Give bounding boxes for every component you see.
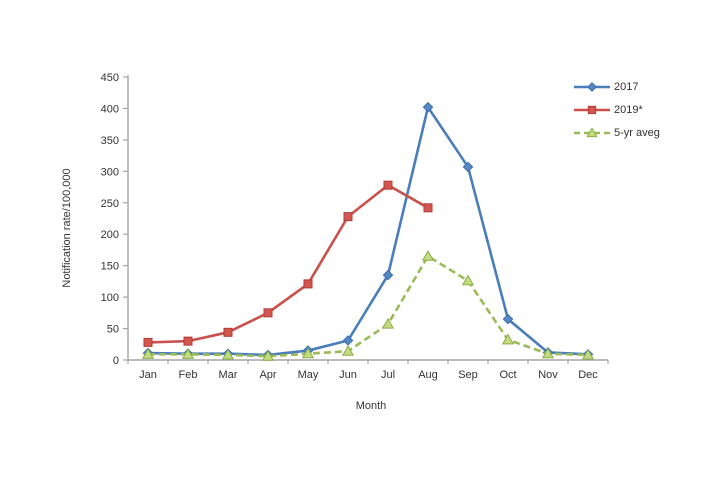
y-tick-label: 50 [107,324,119,336]
y-tick-label: 100 [101,292,119,304]
line-diamond-marker-icon [574,82,610,92]
x-tick-label: Aug [418,369,438,381]
y-axis-title: Notification rate/100,000 [61,168,73,288]
x-tick-label: Mar [219,369,238,381]
x-tick-label: Jul [381,369,395,381]
x-axis-ticks: Jan Feb Mar Apr May Jun Jul Aug Sep Oct Nov Dec [127,360,609,381]
y-tick-label: 300 [101,166,119,178]
legend-item-2019: 2019* [573,103,660,117]
y-tick-label: 400 [101,103,119,115]
x-tick-label: May [298,369,319,381]
legend-label: 5-yr aveg [614,127,660,139]
series-2019* [143,180,433,347]
line-square-marker-icon [574,105,610,115]
x-tick-label: Oct [499,369,516,381]
x-tick-label: Dec [578,369,598,381]
y-tick-label: 0 [113,355,119,367]
y-tick-label: 350 [101,135,119,147]
y-tick-label: 150 [101,261,119,273]
x-tick-label: Nov [538,369,558,381]
x-tick-label: Jan [139,369,157,381]
y-tick-label: 250 [101,198,119,210]
data-point-markers [141,250,595,361]
legend-item-5yr-avg: 5-yr aveg [573,126,660,140]
x-tick-label: Jun [339,369,357,381]
dashed-line-triangle-marker-icon [574,127,610,138]
axes [127,75,608,361]
data-point-markers [143,180,433,347]
x-axis-title: Month [355,400,387,412]
series-5-yr aveg [141,250,595,361]
y-axis-ticks: 0 50 100 150 200 250 300 350 400 450 [101,72,128,367]
y-tick-label: 450 [101,72,119,84]
x-tick-label: Apr [259,369,276,381]
legend-label: 2019* [614,104,643,116]
x-tick-label: Sep [458,369,478,381]
legend-label: 2017 [614,81,639,93]
x-tick-label: Feb [179,369,198,381]
legend: 2017 2019* 5-yr aveg [573,80,660,140]
y-tick-label: 200 [101,229,119,241]
series-2017 [142,101,594,361]
data-point-markers [142,101,594,361]
legend-item-2017: 2017 [573,80,660,94]
